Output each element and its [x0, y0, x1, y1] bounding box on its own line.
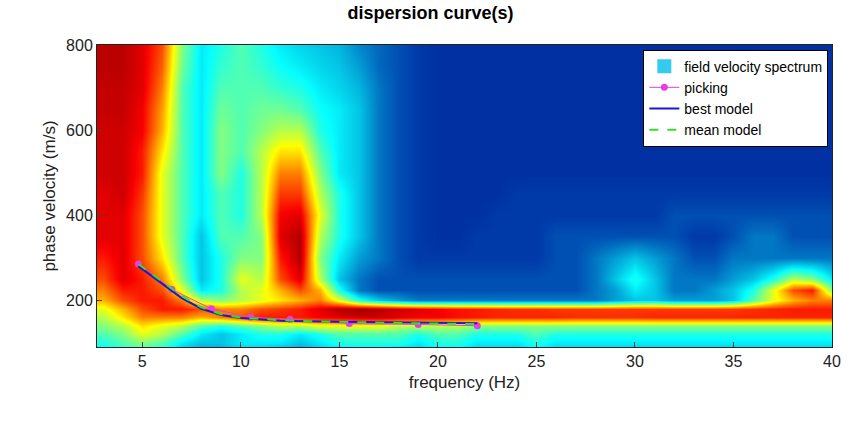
svg-text:10: 10	[232, 353, 250, 370]
svg-text:600: 600	[66, 122, 93, 139]
svg-text:30: 30	[626, 353, 644, 370]
svg-text:400: 400	[66, 207, 93, 224]
svg-text:best model: best model	[684, 101, 752, 117]
svg-text:picking: picking	[684, 80, 728, 96]
svg-text:frequency (Hz): frequency (Hz)	[409, 373, 520, 392]
svg-text:15: 15	[330, 353, 348, 370]
svg-text:200: 200	[66, 292, 93, 309]
svg-text:35: 35	[725, 353, 743, 370]
svg-text:20: 20	[429, 353, 447, 370]
svg-text:phase velocity (m/s): phase velocity (m/s)	[40, 120, 59, 271]
svg-text:25: 25	[528, 353, 546, 370]
svg-text:mean model: mean model	[684, 122, 761, 138]
svg-text:5: 5	[138, 353, 147, 370]
svg-text:field velocity spectrum: field velocity spectrum	[684, 59, 822, 75]
svg-text:dispersion curve(s): dispersion curve(s)	[347, 3, 513, 23]
svg-text:40: 40	[823, 353, 841, 370]
svg-text:800: 800	[66, 37, 93, 54]
